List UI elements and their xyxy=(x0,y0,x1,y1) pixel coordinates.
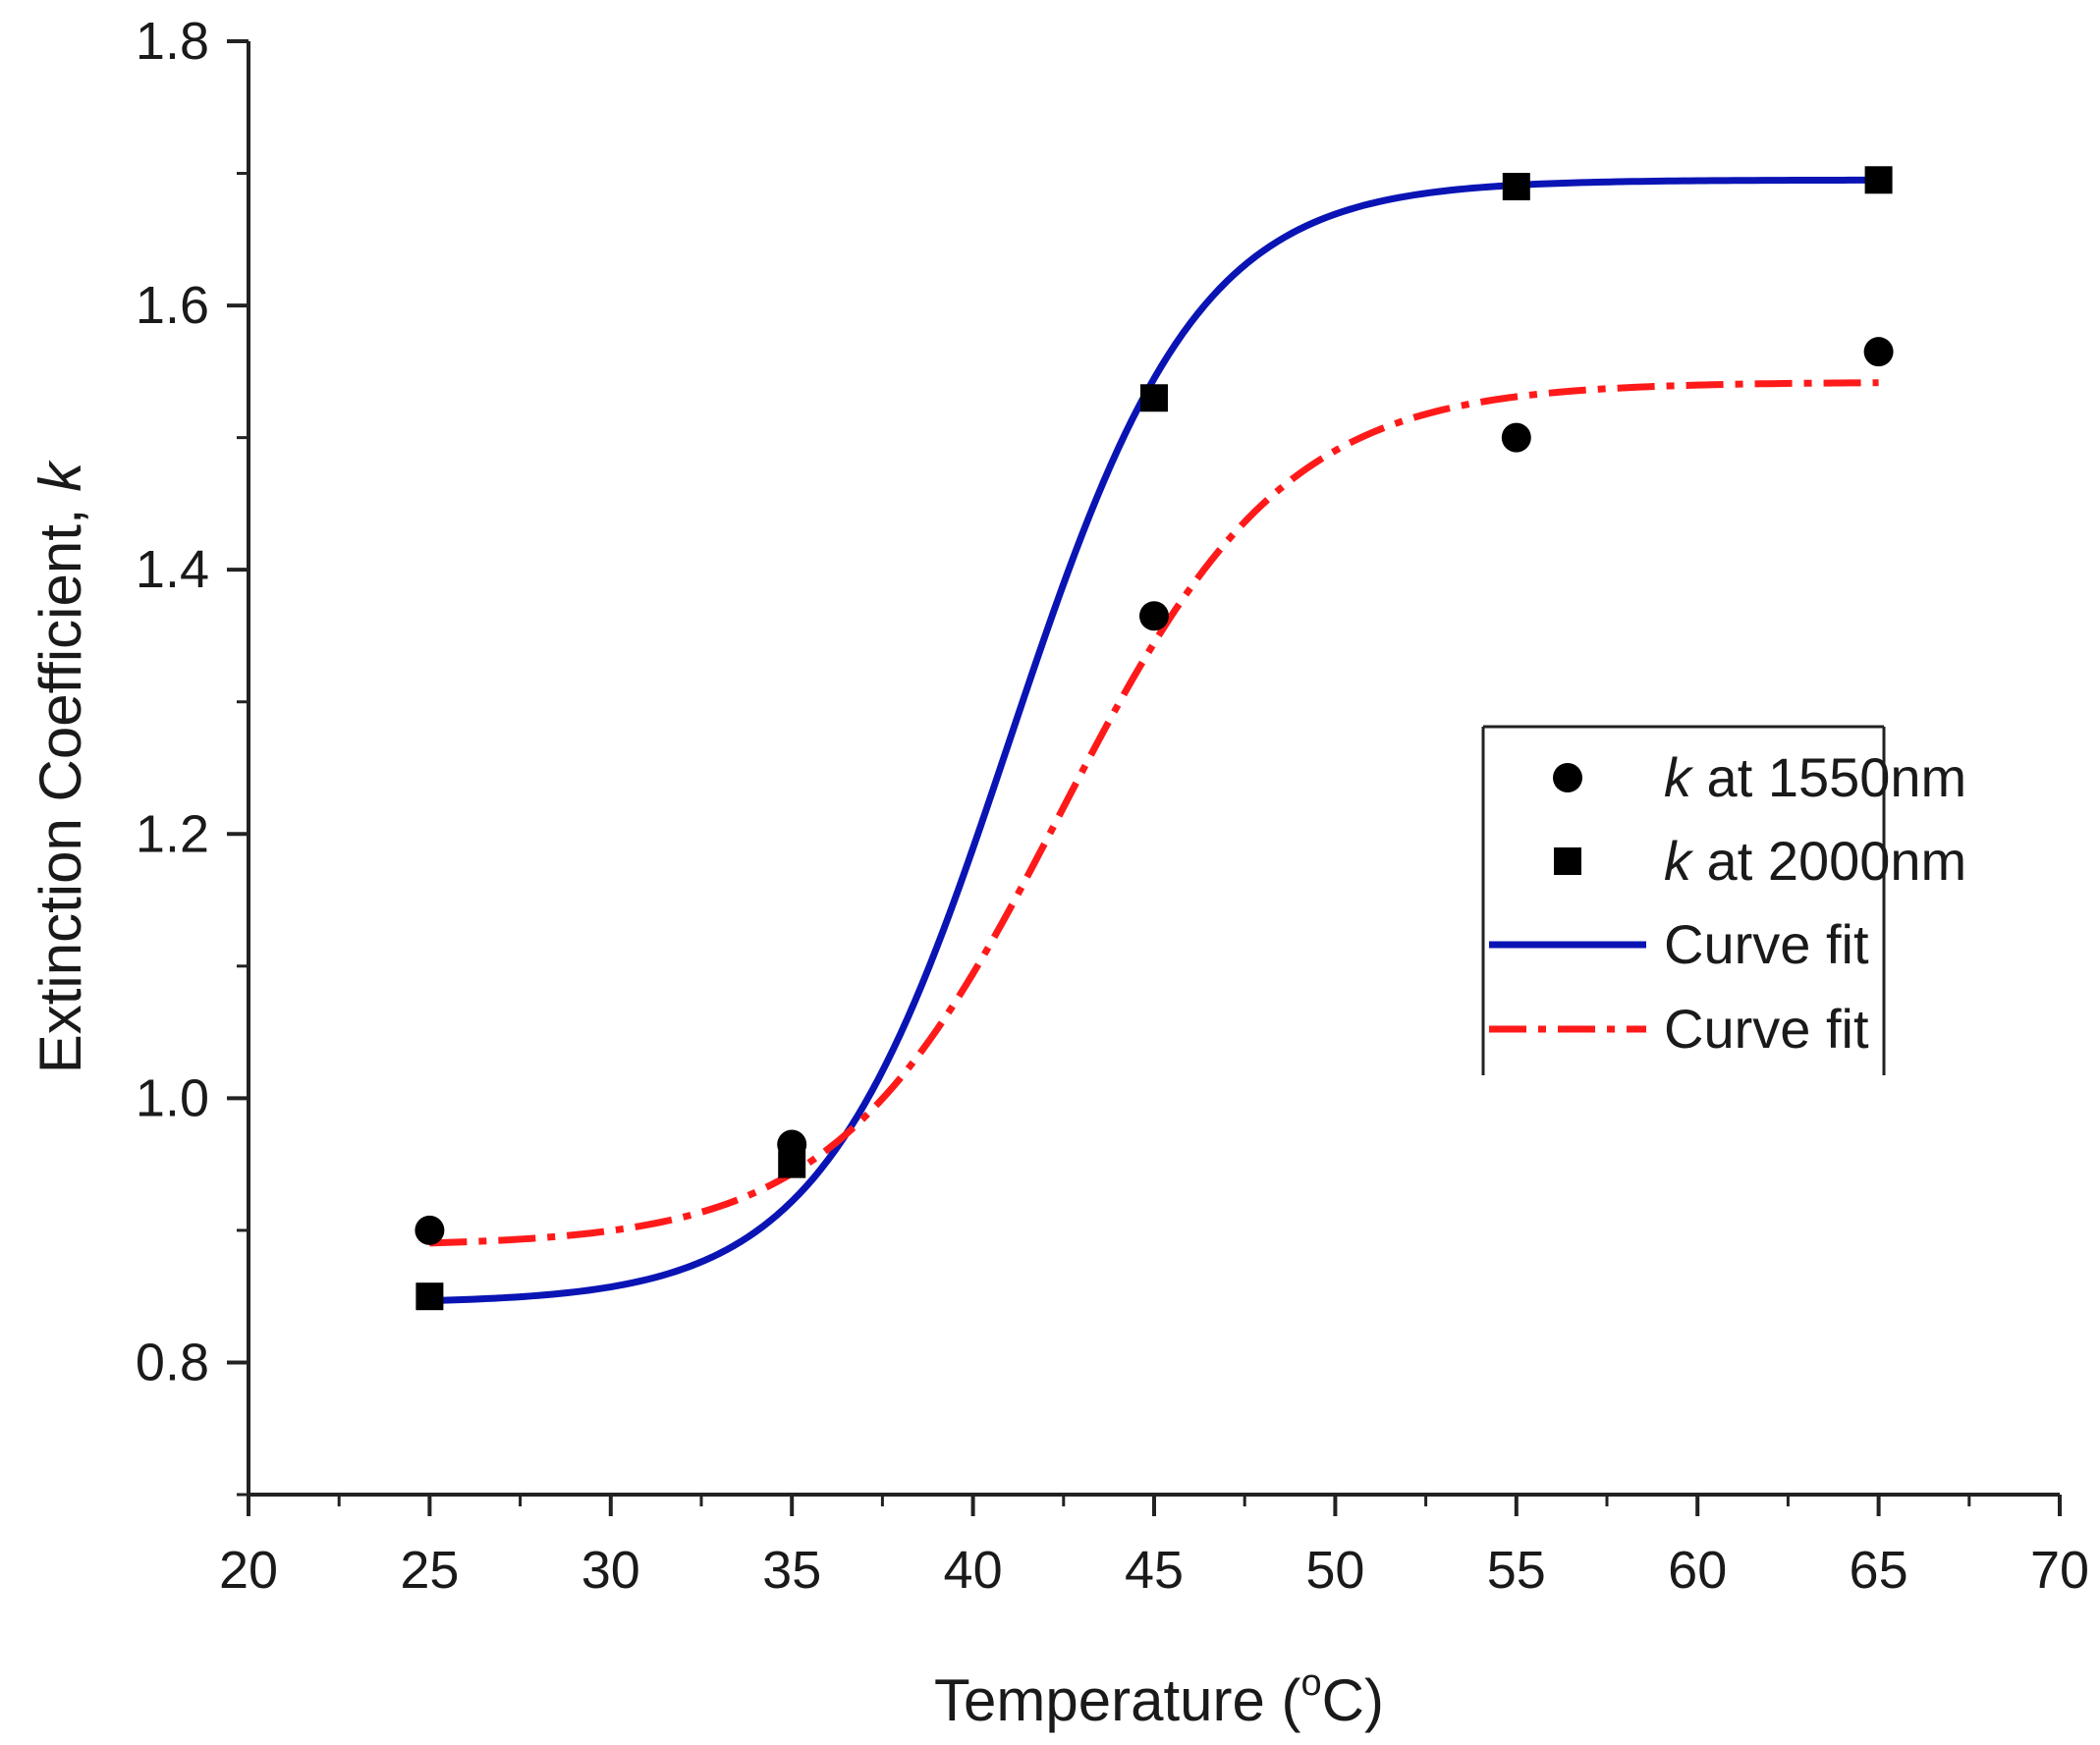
y-tick-label: 0.8 xyxy=(136,1333,209,1391)
legend-circle-marker xyxy=(1553,763,1582,792)
y-tick-label: 1.0 xyxy=(136,1068,209,1127)
degree-symbol: o xyxy=(1301,1663,1322,1704)
point-k-2000nm xyxy=(778,1150,806,1178)
legend-label-2000: k at 2000nm xyxy=(1664,830,1966,892)
legend-label-1550: k at 1550nm xyxy=(1664,746,1966,808)
y-tick-label: 1.4 xyxy=(136,540,209,599)
x-axis-title: Temperature (oC) xyxy=(934,1663,1384,1733)
point-k-2000nm xyxy=(1502,173,1530,200)
x-tick-label: 65 xyxy=(1850,1541,1908,1600)
plot-area: 20 25 30 35 40 45 50 55 60 65 70 0.8 1.0 1.2 1.4 1.6 1.… xyxy=(136,12,2089,1600)
data-markers xyxy=(414,166,1894,1311)
x-tick-label: 70 xyxy=(2030,1541,2089,1600)
x-axis-ticks xyxy=(247,1495,2062,1516)
y-tick-label: 1.2 xyxy=(136,804,209,863)
point-k-2000nm xyxy=(1864,166,1893,194)
x-tick-label: 40 xyxy=(944,1541,1003,1600)
x-tick-label: 30 xyxy=(581,1541,640,1600)
x-tick-label: 50 xyxy=(1305,1541,1364,1600)
legend-label-curve-fit-blue: Curve fit xyxy=(1664,913,1869,975)
x-tick-label: 25 xyxy=(400,1541,459,1600)
x-tick-label: 35 xyxy=(762,1541,821,1600)
legend-label-curve-fit-red: Curve fit xyxy=(1664,998,1869,1060)
x-tick-label: 60 xyxy=(1668,1541,1727,1600)
x-tick-label: 55 xyxy=(1487,1541,1546,1600)
point-k-1550nm xyxy=(1139,601,1169,631)
point-k-1550nm xyxy=(1863,337,1894,367)
point-k-1550nm xyxy=(414,1215,445,1245)
curve-fit-solid-line xyxy=(429,176,1879,1304)
point-k-1550nm xyxy=(1501,422,1531,453)
y-tick-label: 1.8 xyxy=(136,12,209,71)
fit-curves xyxy=(429,176,1879,1304)
y-axis-tick-labels: 0.8 1.0 1.2 1.4 1.6 1.8 xyxy=(136,12,209,1391)
legend: k at 1550nm k at 2000nm Curve fit Curve … xyxy=(1481,725,1966,1075)
curve-fit-dashdot-line xyxy=(429,379,1879,1247)
x-tick-label: 20 xyxy=(219,1541,278,1600)
y-tick-label: 1.6 xyxy=(136,276,209,335)
point-k-2000nm xyxy=(1140,384,1168,412)
point-k-2000nm xyxy=(415,1282,444,1311)
y-axis-title: Extinction Coefficient, k xyxy=(28,460,93,1074)
y-axis-ticks xyxy=(227,39,249,1497)
legend-square-marker xyxy=(1554,847,1581,875)
x-tick-label: 45 xyxy=(1125,1541,1184,1600)
x-axis-tick-labels: 20 25 30 35 40 45 50 55 60 65 70 xyxy=(219,1541,2089,1600)
